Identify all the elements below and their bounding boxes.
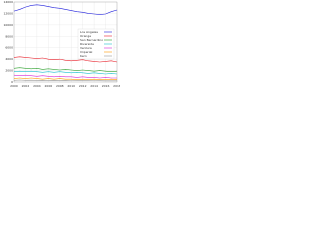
x-tick-label: 2012 <box>79 84 87 88</box>
legend-label: Imperial <box>80 50 92 54</box>
line <box>13 4 118 15</box>
x-tick-label: 2010 <box>67 84 75 88</box>
x-tick-label: 2002 <box>22 84 30 88</box>
y-tick-label: 10000 <box>3 23 13 27</box>
x-tick-label: 2008 <box>56 84 64 88</box>
plot-frame <box>13 1 118 83</box>
y-tick-label: 6000 <box>5 46 13 50</box>
x-tick-label: 2014 <box>90 84 98 88</box>
x-tick-label: 2000 <box>10 84 18 88</box>
y-tick-label: 0 <box>11 80 13 84</box>
x-tick-label: 2018 <box>113 84 120 88</box>
y-tick-label: 8000 <box>5 34 13 38</box>
page: {"chart_data": {"type": "line", "x": [20… <box>0 0 320 90</box>
x-tick-label: 2006 <box>45 84 53 88</box>
legend-label: Kern <box>80 54 87 58</box>
line <box>13 70 118 75</box>
legend-label: Ventura <box>80 46 92 50</box>
y-tick-label: 14000 <box>3 0 13 4</box>
y-tick-label: 12000 <box>3 11 13 15</box>
legend-label: Orange <box>80 34 91 38</box>
x-tick-label: 2016 <box>102 84 110 88</box>
line <box>13 79 118 82</box>
legend-label: Los Angeles <box>80 30 98 34</box>
x-tick-label: 2004 <box>33 84 41 88</box>
line <box>13 56 118 63</box>
legend-label: Riverside <box>80 42 94 46</box>
line <box>13 74 117 79</box>
y-tick-label: 4000 <box>5 57 13 61</box>
y-tick-label: 2000 <box>5 69 13 73</box>
line <box>13 77 118 81</box>
line <box>13 67 118 73</box>
legend-label: San Bernardino <box>80 38 103 42</box>
